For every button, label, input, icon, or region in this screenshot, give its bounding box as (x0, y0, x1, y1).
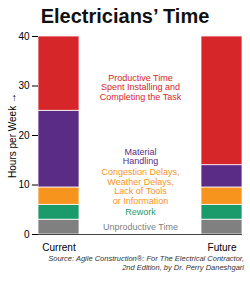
html-text:Electricians’ Time: Electricians’ Time (40, 5, 210, 27)
svg-text:Productive TimeSpent Installin: Productive TimeSpent Installing andCompl… (100, 73, 182, 102)
svg-text:0: 0 (24, 229, 30, 240)
svg-text:Congestion Delays,Weather Dela: Congestion Delays,Weather Delays,Lack of… (101, 167, 179, 205)
svg-text:10: 10 (18, 179, 30, 190)
svg-text:Rework: Rework (125, 207, 156, 217)
svg-text:MaterialHandling: MaterialHandling (123, 147, 159, 166)
svg-text:20: 20 (18, 130, 30, 141)
svg-text:Hours per Week →: Hours per Week → (7, 93, 18, 178)
svg-text:30: 30 (18, 80, 30, 91)
svg-text:Future: Future (208, 242, 237, 253)
svg-text:Current: Current (42, 242, 76, 253)
svg-text:40: 40 (18, 31, 30, 42)
svg-text:Unproductive Time: Unproductive Time (103, 222, 178, 232)
html-text:Source: Agile Construction®: F: Source: Agile Construction®: For The Ele… (48, 254, 244, 272)
